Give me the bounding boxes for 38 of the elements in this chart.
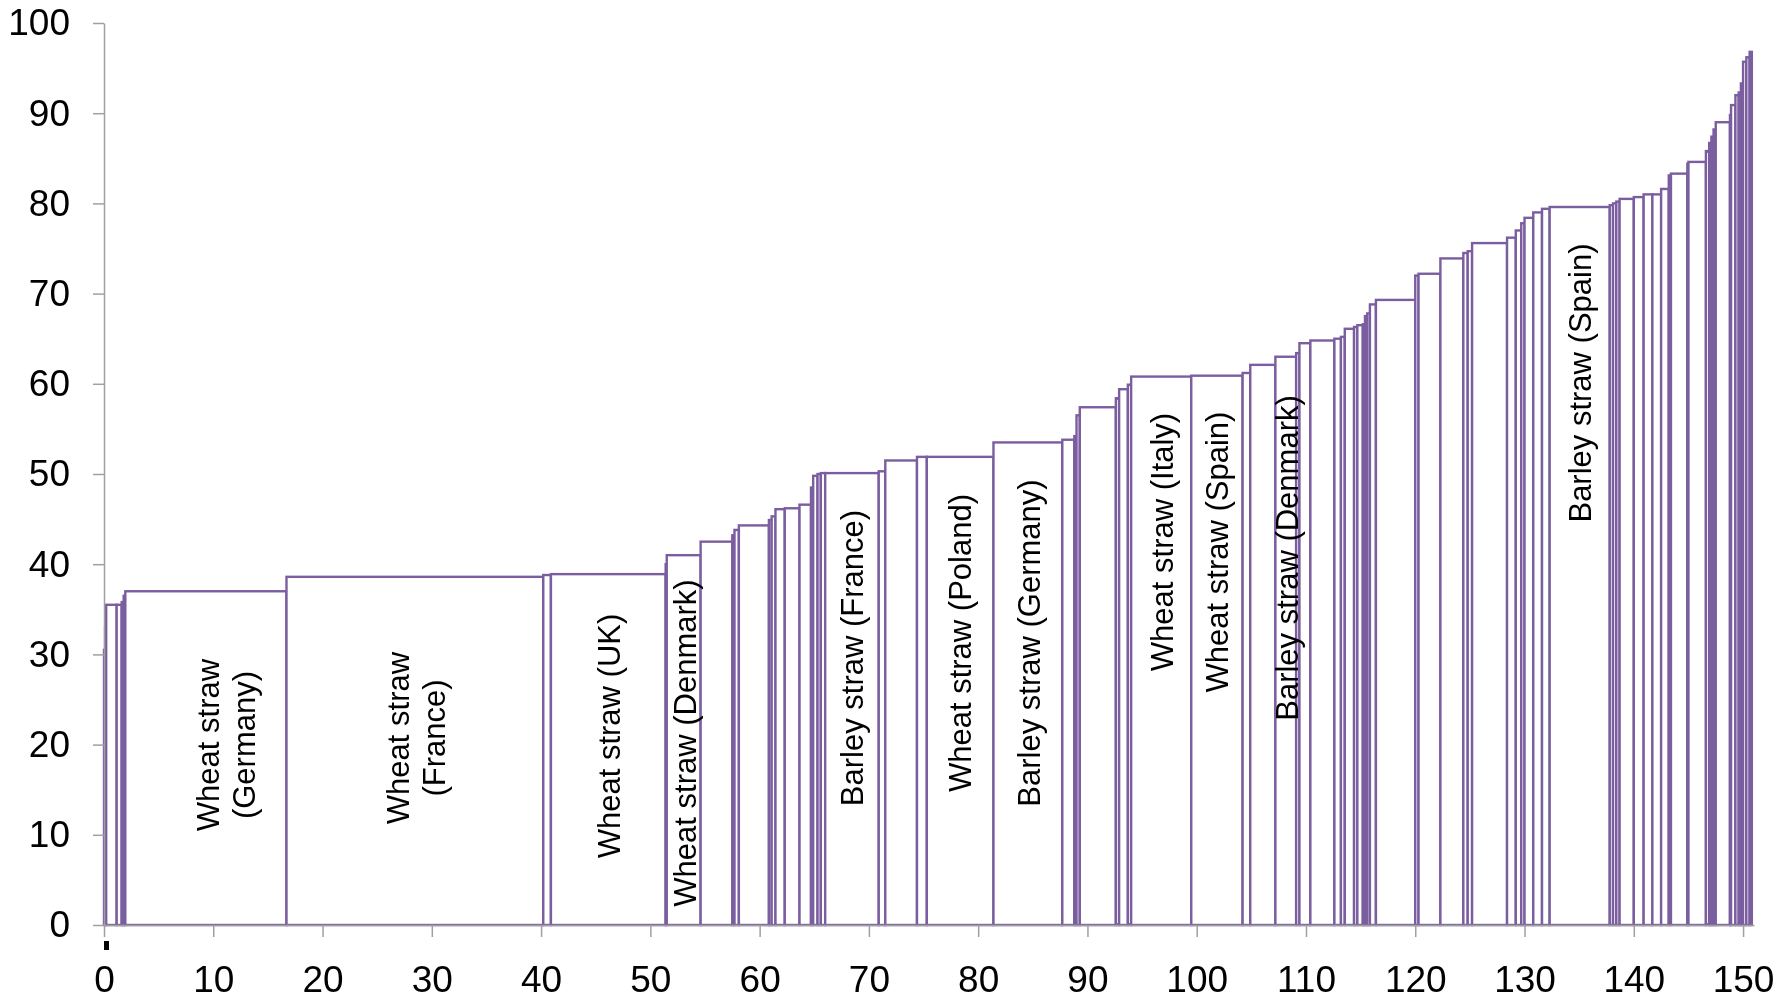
y-tick-label: 80 — [28, 182, 70, 224]
annotation: Barley straw (Germany) — [1012, 479, 1047, 807]
x-tick-label: 150 — [1712, 959, 1775, 1001]
x-tick-label: 130 — [1494, 959, 1556, 1001]
y-tick-label: 40 — [28, 543, 70, 585]
x-tick-label: 90 — [1067, 959, 1109, 1001]
y-tick-label: 100 — [8, 2, 70, 44]
y-tick-label: 30 — [28, 633, 70, 675]
x-tick-label: 140 — [1603, 959, 1666, 1001]
y-tick-label: 90 — [28, 92, 70, 134]
x-tick-label: 120 — [1384, 959, 1447, 1001]
x-tick-label: 60 — [739, 959, 781, 1001]
annotation: Wheat straw (Poland) — [943, 493, 978, 793]
x-tick-label: 40 — [521, 959, 563, 1001]
annotation: Wheat straw (France) — [381, 651, 452, 825]
annotation: Barley straw (France) — [835, 509, 870, 807]
y-tick-label: 70 — [28, 272, 70, 314]
x-tick-label: 0 — [94, 959, 115, 1001]
y-tick-label: 50 — [28, 453, 70, 495]
x-tick-label: 70 — [848, 959, 890, 1001]
annotation: Wheat straw (Spain) — [1200, 411, 1235, 693]
x-tick-label: 110 — [1276, 959, 1336, 1001]
annotation: Wheat straw (UK) — [592, 613, 627, 859]
x-tick-label: 10 — [193, 959, 235, 1001]
y-tick-label: 0 — [49, 904, 70, 946]
annotation: Wheat straw (Italy) — [1145, 412, 1180, 672]
y-tick-label: 20 — [28, 723, 70, 765]
annotation: Wheat straw (Germany) — [191, 658, 262, 832]
annotation: Barley straw (Denmark) — [1270, 395, 1305, 721]
annotation: Wheat straw (Denmark) — [668, 579, 703, 907]
y-tick-label: 60 — [28, 363, 70, 405]
x-tick-label: 30 — [411, 959, 453, 1001]
x-tick-label: 80 — [958, 959, 1000, 1001]
x-tick-label: 100 — [1166, 959, 1229, 1001]
x-tick-label: 50 — [630, 959, 672, 1001]
y-tick-label: 10 — [28, 814, 70, 856]
annotation: Barley straw (Spain) — [1563, 243, 1598, 523]
x-tick-label: 20 — [302, 959, 344, 1001]
